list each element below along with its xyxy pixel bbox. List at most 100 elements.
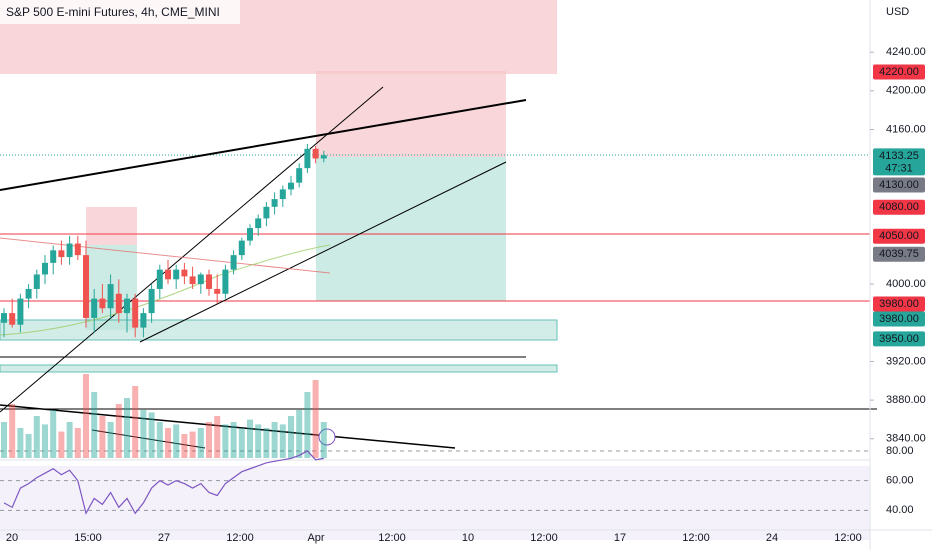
candle-body bbox=[206, 274, 212, 289]
candle-body bbox=[173, 269, 180, 280]
candle-body bbox=[99, 298, 106, 309]
candle-body bbox=[189, 276, 196, 285]
candle-body bbox=[132, 298, 139, 328]
y-tick-label: 3840.00 bbox=[886, 433, 926, 445]
x-tick-label: 12:00 bbox=[530, 532, 558, 544]
price-tag bbox=[873, 311, 925, 327]
demand-zone bbox=[0, 319, 558, 341]
price-tag-label: 3980.00 bbox=[879, 313, 919, 325]
currency: USD bbox=[886, 6, 909, 18]
volume-bar bbox=[279, 424, 286, 458]
candle-body bbox=[165, 269, 171, 280]
candle-body bbox=[320, 155, 327, 159]
demand-zone bbox=[0, 364, 558, 373]
x-tick-label: 12:00 bbox=[682, 532, 710, 544]
volume-bar bbox=[156, 422, 163, 458]
candle-body bbox=[17, 298, 24, 325]
candle-body bbox=[214, 288, 221, 294]
candle-body bbox=[1, 313, 7, 323]
candle-body bbox=[25, 288, 32, 299]
y-tick-label: 4240.00 bbox=[886, 46, 926, 58]
price-tag-label: 4080.00 bbox=[879, 201, 919, 213]
rsi-line bbox=[3, 450, 324, 515]
short-zone bbox=[86, 207, 137, 245]
volume-bar bbox=[263, 428, 270, 458]
x-tick-label: 20 bbox=[6, 532, 18, 544]
candle-body bbox=[255, 218, 262, 229]
volume-bar bbox=[115, 404, 122, 458]
price-tag-label: 4130.00 bbox=[879, 179, 919, 191]
volume-bar bbox=[124, 398, 130, 458]
volume-bar bbox=[206, 422, 212, 458]
candle-body bbox=[42, 262, 48, 275]
price-tag-label: 3950.00 bbox=[879, 333, 919, 345]
volume-bar bbox=[83, 374, 89, 458]
price-tag bbox=[873, 64, 925, 80]
candle-body bbox=[50, 250, 57, 263]
countdown-bg bbox=[873, 161, 925, 176]
x-tick-label: 12:00 bbox=[834, 532, 862, 544]
price-tag bbox=[873, 296, 925, 312]
stop-zone bbox=[316, 71, 506, 157]
candle-body bbox=[271, 199, 278, 207]
volume-bar bbox=[132, 386, 139, 458]
candle-body bbox=[148, 288, 155, 314]
candle-body bbox=[238, 240, 245, 256]
moving-average bbox=[0, 237, 331, 274]
candle-body bbox=[107, 284, 114, 309]
volume-bar bbox=[74, 428, 81, 458]
volume-bar bbox=[271, 422, 278, 458]
volume-bar bbox=[99, 416, 106, 458]
candle-body bbox=[263, 206, 270, 219]
price-tag bbox=[873, 228, 925, 244]
volume-bar bbox=[230, 422, 237, 458]
volume-bar bbox=[214, 416, 221, 458]
trend-line bbox=[0, 404, 456, 449]
volume-bar bbox=[66, 422, 73, 458]
volume-bar bbox=[42, 424, 48, 458]
candle-body bbox=[312, 148, 319, 159]
rsi-tick-label: 80.00 bbox=[886, 445, 914, 457]
x-tick-label: 27 bbox=[158, 532, 170, 544]
volume-bar bbox=[17, 428, 24, 458]
price-tag bbox=[873, 148, 925, 164]
price-tag-label: 4050.00 bbox=[879, 230, 919, 242]
candle-body bbox=[115, 293, 122, 314]
x-tick-label: 17 bbox=[614, 532, 626, 544]
price-tag bbox=[873, 177, 925, 193]
volume-bar bbox=[238, 428, 245, 458]
price-tag-label: 3980.00 bbox=[879, 298, 919, 310]
volume-bar bbox=[1, 422, 7, 458]
x-tick-label: 12:00 bbox=[226, 532, 254, 544]
volume-bar bbox=[9, 404, 16, 458]
event-icon[interactable] bbox=[318, 428, 336, 446]
candle-body bbox=[66, 243, 73, 258]
rsi-tick-label: 40.00 bbox=[886, 504, 914, 516]
volume-bar bbox=[296, 410, 303, 458]
price-tag-label: 4039.75 bbox=[879, 248, 919, 260]
rsi-band bbox=[0, 466, 870, 540]
x-tick-label: 24 bbox=[766, 532, 778, 544]
candle-body bbox=[296, 168, 303, 183]
y-tick-label: 4160.00 bbox=[886, 123, 926, 135]
candle-body bbox=[33, 274, 40, 289]
volume-bar bbox=[304, 392, 311, 458]
y-tick-label: 3920.00 bbox=[886, 355, 926, 367]
volume-bar bbox=[91, 392, 98, 458]
target-zone bbox=[316, 157, 506, 301]
candle-body bbox=[197, 274, 204, 285]
volume-bar bbox=[33, 416, 40, 458]
candle-body bbox=[124, 298, 130, 314]
candle-body bbox=[222, 269, 229, 294]
volume-bar bbox=[50, 410, 57, 458]
candle-body bbox=[181, 269, 188, 277]
volume-bar bbox=[189, 431, 196, 458]
candle-body bbox=[83, 255, 89, 318]
candle-body bbox=[247, 228, 253, 241]
candle-body bbox=[140, 313, 147, 328]
x-tick-label: 15:00 bbox=[74, 532, 102, 544]
volume-bar bbox=[25, 434, 32, 458]
rsi-tick-label: 60.00 bbox=[886, 475, 914, 487]
candle-body bbox=[230, 255, 237, 270]
